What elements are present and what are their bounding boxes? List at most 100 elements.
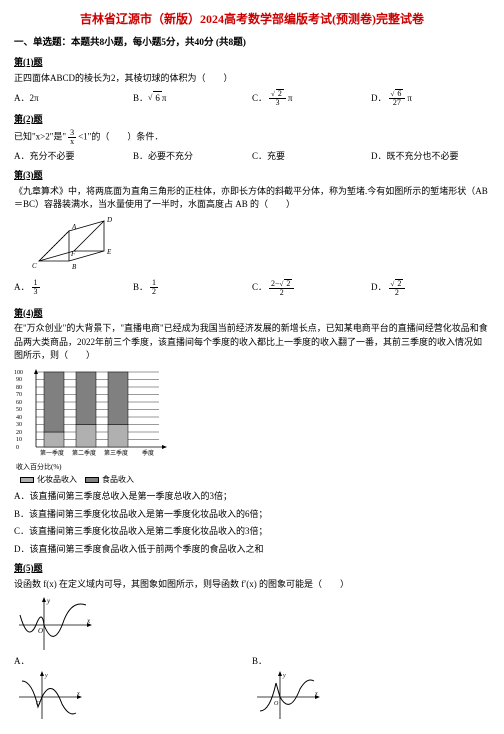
svg-text:20: 20	[16, 430, 22, 436]
q2-den: x	[68, 138, 76, 146]
q1-d-den: 27	[391, 99, 403, 107]
q5-label: 第(5)题	[14, 562, 490, 576]
svg-text:40: 40	[16, 415, 22, 421]
q5-main-figure: x y O	[14, 595, 94, 655]
q5-opt-b-wrap: B． x y O	[252, 655, 490, 724]
svg-text:y: y	[46, 597, 51, 605]
q3-c-num-sqrt: 2	[284, 279, 292, 288]
q3-opt-b: B． 12	[133, 279, 252, 297]
q1-b-suf: π	[162, 92, 167, 106]
q3-c-den: 2	[278, 289, 286, 297]
q1-c-num: 2	[276, 89, 284, 98]
q3-opt-c: C． 2−√22	[252, 279, 371, 297]
legend-food-box	[85, 477, 99, 483]
q3-opt-d: D． √22	[371, 279, 490, 297]
svg-text:90: 90	[16, 377, 22, 383]
q1-b-pre: B．	[133, 92, 148, 106]
svg-text:x: x	[86, 617, 91, 625]
q4-opt-d: D．该直播间第三季度食品收入低于前两个季度的食品收入之和	[14, 543, 490, 557]
q2-pre: 已知"x>2"是"	[14, 131, 66, 141]
q3-text: 《九章算术》中，将两底面为直角三角形的正柱体，亦即长方体的斜截平分体，称为堑堵.…	[14, 185, 490, 212]
section-1-head: 一、单选题：本题共8小题，每小题5分，共40分 (共8题)	[14, 36, 490, 50]
q4-opt-a: A．该直播间第三季度总收入是第一季度总收入的3倍；	[14, 490, 490, 504]
q1-c-den: 3	[273, 99, 281, 107]
q5-text: 设函数 f(x) 在定义域内可导，其图象如图所示，则导函数 f′(x) 的图象可…	[14, 578, 490, 592]
q1-text: 正四面体ABCD的棱长为2，其棱切球的体积为（ ）	[14, 72, 490, 86]
svg-text:50: 50	[16, 407, 22, 413]
svg-text:C: C	[32, 262, 37, 270]
q5-options-row: A． x y O B． x y O	[14, 655, 490, 724]
q4-ylabel: 收入百分比(%)	[16, 462, 490, 473]
q1-options: A．2π B．√6π C． √23 π D． √627 π	[14, 89, 490, 107]
q1-c-pre: C．	[252, 92, 267, 106]
svg-text:O: O	[38, 627, 43, 635]
q3-opt-a: A． 13	[14, 279, 133, 297]
q5-opt-a-wrap: A． x y O	[14, 655, 252, 724]
q3-d-num: 2	[395, 279, 403, 288]
q3-c-pre: C．	[252, 281, 267, 295]
q2-options: A．充分不必要 B．必要不充分 C．充要 D．既不充分也不必要	[14, 150, 490, 164]
svg-text:10: 10	[16, 437, 22, 443]
q1-opt-a: A．2π	[14, 89, 133, 107]
svg-text:E: E	[106, 248, 112, 256]
q5-opt-a-label: A．	[14, 656, 30, 666]
svg-text:F: F	[70, 250, 76, 258]
q1-label: 第(1)题	[14, 56, 490, 70]
q1-opt-b: B．√6π	[133, 89, 252, 107]
q4-legend: 化妆品收入 食品收入	[20, 474, 490, 486]
q4-bar-chart: 0 10 20 30 40 50 60 70 80 90 100 第一季度 第二…	[14, 367, 174, 462]
svg-text:70: 70	[16, 392, 22, 398]
q4-opt-c: C．该直播间第三季度化妆品收入是第二季度化妆品收入的3倍；	[14, 525, 490, 539]
q2-suf: <1"的（ ）条件．	[78, 131, 163, 141]
q2-opt-d: D．既不充分也不必要	[371, 150, 490, 164]
q3-c-num-a: 2−	[271, 279, 280, 288]
q3-prism-figure: A B C D E F	[14, 216, 124, 276]
q2-opt-b: B．必要不充分	[133, 150, 252, 164]
svg-text:y: y	[44, 673, 48, 679]
svg-text:O: O	[274, 701, 279, 707]
q1-b-sqrt: 6	[153, 91, 162, 106]
q3-b-pre: B．	[133, 281, 148, 295]
svg-text:y: y	[282, 673, 286, 679]
q2-label: 第(2)题	[14, 113, 490, 127]
q2-opt-c: C．充要	[252, 150, 371, 164]
q1-d-num: 6	[395, 89, 403, 98]
svg-text:第一季度: 第一季度	[40, 449, 64, 457]
q1-c-suf: π	[288, 92, 293, 106]
legend-cos-label: 化妆品收入	[37, 475, 77, 484]
svg-text:第二季度: 第二季度	[72, 449, 96, 457]
q2-text: 已知"x>2"是"3x<1"的（ ）条件．	[14, 129, 490, 146]
svg-text:A: A	[71, 223, 77, 231]
svg-text:B: B	[72, 263, 77, 271]
svg-text:60: 60	[16, 400, 22, 406]
q3-label: 第(3)题	[14, 169, 490, 183]
svg-text:x: x	[76, 691, 80, 697]
svg-text:x: x	[314, 691, 318, 697]
q5-opt-a-figure: x y O	[14, 669, 84, 724]
q1-d-pre: D．	[371, 92, 387, 106]
svg-text:100: 100	[14, 370, 23, 376]
q4-label: 第(4)题	[14, 307, 490, 321]
q1-opt-d: D． √627 π	[371, 89, 490, 107]
q3-b-den: 2	[150, 288, 158, 296]
legend-food-label: 食品收入	[102, 475, 134, 484]
legend-cos-box	[20, 477, 34, 483]
q3-a-pre: A．	[14, 281, 30, 295]
q4-text: 在"万众创业"的大背景下，"直播电商"已经成为我国当前经济发展的新增长点，已知某…	[14, 322, 490, 363]
q2-opt-a: A．充分不必要	[14, 150, 133, 164]
q5-opt-b-label: B．	[252, 656, 267, 666]
q5-opt-b-figure: x y O	[252, 669, 322, 724]
q1-a-val: 2π	[30, 92, 39, 106]
q3-d-den: 2	[393, 289, 401, 297]
q3-d-pre: D．	[371, 281, 387, 295]
q1-d-suf: π	[407, 92, 412, 106]
svg-text:季度: 季度	[142, 449, 154, 457]
svg-text:D: D	[106, 216, 112, 224]
svg-text:80: 80	[16, 385, 22, 391]
q1-opt-c: C． √23 π	[252, 89, 371, 107]
svg-text:第三季度: 第三季度	[104, 449, 128, 457]
page-title: 吉林省辽源市（新版）2024高考数学部编版考试(预测卷)完整试卷	[14, 10, 490, 28]
q3-a-den: 3	[32, 288, 40, 296]
q3-options: A． 13 B． 12 C． 2−√22 D． √22	[14, 279, 490, 301]
svg-text:0: 0	[16, 445, 19, 451]
